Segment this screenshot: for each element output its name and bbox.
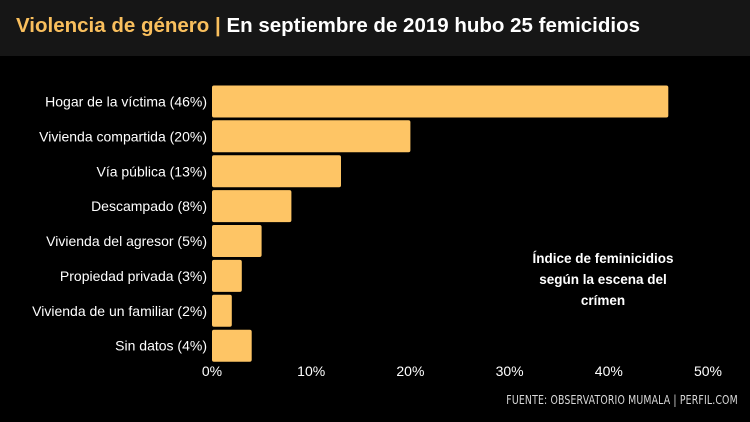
bar-7 — [212, 329, 252, 362]
category-label: Sin datos (4%) — [115, 338, 207, 354]
category-label: Vivienda del agresor (5%) — [46, 233, 207, 249]
annotation-line-2: según la escena del — [539, 272, 667, 287]
x-tick-label: 20% — [396, 363, 424, 379]
annotation-line-1: Índice de feminicidios — [532, 251, 674, 266]
page-title: Violencia de género | En septiembre de 2… — [16, 14, 640, 38]
title-headline: En septiembre de 2019 hubo 25 femicidios — [226, 14, 641, 37]
x-tick-label: 40% — [595, 363, 623, 379]
category-label: Vía pública (13%) — [96, 163, 207, 179]
annotation-line-3: crímen — [580, 293, 626, 308]
category-label: Hogar de la víctima (46%) — [45, 94, 207, 110]
title-topic: Violencia de género — [16, 14, 210, 37]
bar-2 — [212, 155, 341, 188]
category-label: Descampado (8%) — [91, 198, 207, 214]
bar-5 — [212, 259, 242, 292]
x-tick-label: 30% — [496, 363, 524, 379]
x-tick-label: 10% — [297, 363, 325, 379]
category-label: Vivienda compartida (20%) — [39, 128, 207, 144]
bar-1 — [212, 120, 411, 153]
bar-0 — [212, 85, 669, 118]
bar-3 — [212, 190, 292, 223]
x-tick-label: 50% — [694, 363, 722, 379]
chart-annotation: Índice de feminicidios según la escena d… — [505, 248, 701, 311]
title-separator: | — [215, 14, 221, 37]
bar-6 — [212, 294, 232, 327]
category-label: Propiedad privada (3%) — [60, 268, 207, 284]
header-bar — [0, 0, 750, 56]
x-tick-label: 0% — [202, 363, 222, 379]
source-credit: FUENTE: OBSERVATORIO MUMALA | PERFIL.COM — [506, 393, 738, 407]
category-label: Vivienda de un familiar (2%) — [32, 303, 207, 319]
bar-4 — [212, 225, 262, 257]
